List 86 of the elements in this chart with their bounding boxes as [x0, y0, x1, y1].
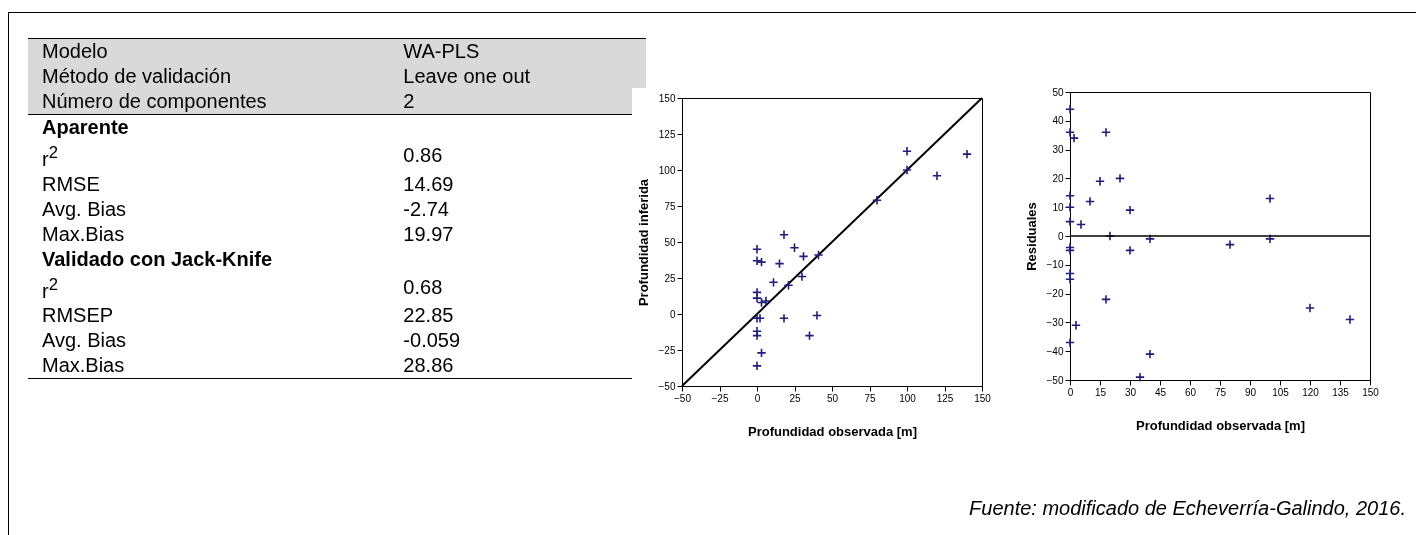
x-axis-title: Profundidad observada [m] — [1135, 417, 1306, 433]
y-axis-title: Profundidad inferida — [635, 178, 651, 307]
x-tick-label: 15 — [1094, 386, 1107, 398]
category-label: Número de componentes — [28, 89, 390, 115]
category-label: Max.Bias — [41, 221, 126, 247]
category-label: RMSE — [41, 171, 101, 197]
x-tick-label: −25 — [711, 392, 729, 404]
y-tick-label: 20 — [1052, 172, 1064, 184]
point — [752, 244, 762, 255]
x-tick-label: 50 — [826, 392, 839, 404]
x-tick-label: 90 — [1244, 386, 1257, 398]
point — [932, 170, 942, 181]
y-tick-label: −10 — [1046, 259, 1064, 271]
y-tick-label: 30 — [1052, 144, 1064, 156]
point — [872, 195, 882, 206]
point — [1145, 349, 1155, 360]
point — [1125, 205, 1135, 216]
y-tick-label: 0 — [1057, 230, 1064, 242]
text: 0.86 — [403, 144, 443, 167]
x-axis-title: Profundidad observada [m] — [747, 423, 918, 439]
x-tick-label: 150 — [1362, 386, 1380, 398]
text: -2.74 — [403, 197, 449, 220]
x-tick-label: 60 — [1184, 386, 1197, 398]
y-tick-label: 0 — [669, 308, 676, 320]
y-tick-label: 100 — [658, 164, 676, 176]
text: 0.68 — [403, 275, 443, 298]
x-tick-label: 25 — [789, 392, 801, 404]
y-tick-label: 125 — [658, 128, 676, 140]
y-tick-label: 10 — [1052, 201, 1064, 213]
source-note: Fuente: modificado de Echeverría-Galindo, 2016. — [969, 497, 1406, 520]
y-tick-label: 75 — [664, 200, 676, 212]
y-tick-label: 25 — [664, 272, 676, 284]
x-tick-label: 135 — [1332, 386, 1350, 398]
y-axis-title: Residuales — [1023, 202, 1039, 271]
point — [1065, 104, 1075, 115]
category-label: Avg. Bias — [41, 328, 128, 354]
y-tick-label: −20 — [1046, 288, 1064, 300]
category-label: Validado con Jack-Knife — [42, 247, 273, 270]
y-tick-label: 50 — [664, 236, 676, 248]
text: Leave one out — [403, 65, 531, 87]
x-tick-label: 75 — [1214, 386, 1227, 398]
category-label: Método de validación — [28, 64, 390, 89]
point — [752, 360, 762, 371]
x-tick-label: 0 — [754, 392, 761, 404]
point — [1065, 274, 1075, 285]
point — [902, 165, 912, 175]
category-label: Modelo — [28, 38, 390, 64]
y-tick-label: 150 — [658, 92, 676, 104]
category-label: r$^{2}$ — [41, 273, 59, 304]
y-tick-label: −40 — [1046, 345, 1064, 357]
category-label: r$^{2}$ — [41, 142, 59, 172]
category-label: Aparente — [41, 115, 130, 140]
point — [1135, 372, 1145, 383]
point — [962, 149, 972, 160]
x-tick-label: 0 — [1067, 386, 1074, 398]
point — [1305, 303, 1315, 313]
category-label: RMSEP — [41, 303, 115, 329]
y-tick-label: −25 — [658, 344, 676, 356]
point — [1095, 176, 1105, 187]
text: WA-PLS — [403, 40, 480, 62]
x-tick-label: 45 — [1154, 386, 1167, 398]
x-tick-label: 75 — [864, 392, 876, 404]
point — [1065, 202, 1075, 213]
text: 19.97 — [403, 222, 454, 245]
text: 14.69 — [403, 172, 454, 195]
y-tick-label: −50 — [1046, 374, 1064, 386]
point — [761, 296, 771, 307]
x-tick-label: 120 — [1302, 386, 1320, 398]
point — [779, 229, 789, 240]
text: -0.059 — [403, 329, 461, 352]
y-tick-label: 50 — [1052, 86, 1064, 98]
x-tick-label: 100 — [899, 392, 917, 404]
point — [902, 146, 912, 157]
category-label: Avg. Bias — [41, 196, 128, 222]
text: 22.85 — [403, 304, 454, 327]
category-label: Max.Bias — [28, 353, 390, 379]
x-tick-label: −50 — [674, 392, 692, 404]
y-tick-label: 40 — [1052, 115, 1064, 127]
x-tick-label: 105 — [1272, 386, 1290, 398]
y-tick-label: −30 — [1046, 316, 1064, 328]
point — [1071, 320, 1081, 331]
x-tick-label: 150 — [974, 392, 992, 404]
text: 2 — [403, 90, 415, 112]
text: 28.86 — [403, 354, 454, 377]
x-tick-label: 125 — [936, 392, 954, 404]
x-tick-label: 30 — [1124, 386, 1137, 398]
